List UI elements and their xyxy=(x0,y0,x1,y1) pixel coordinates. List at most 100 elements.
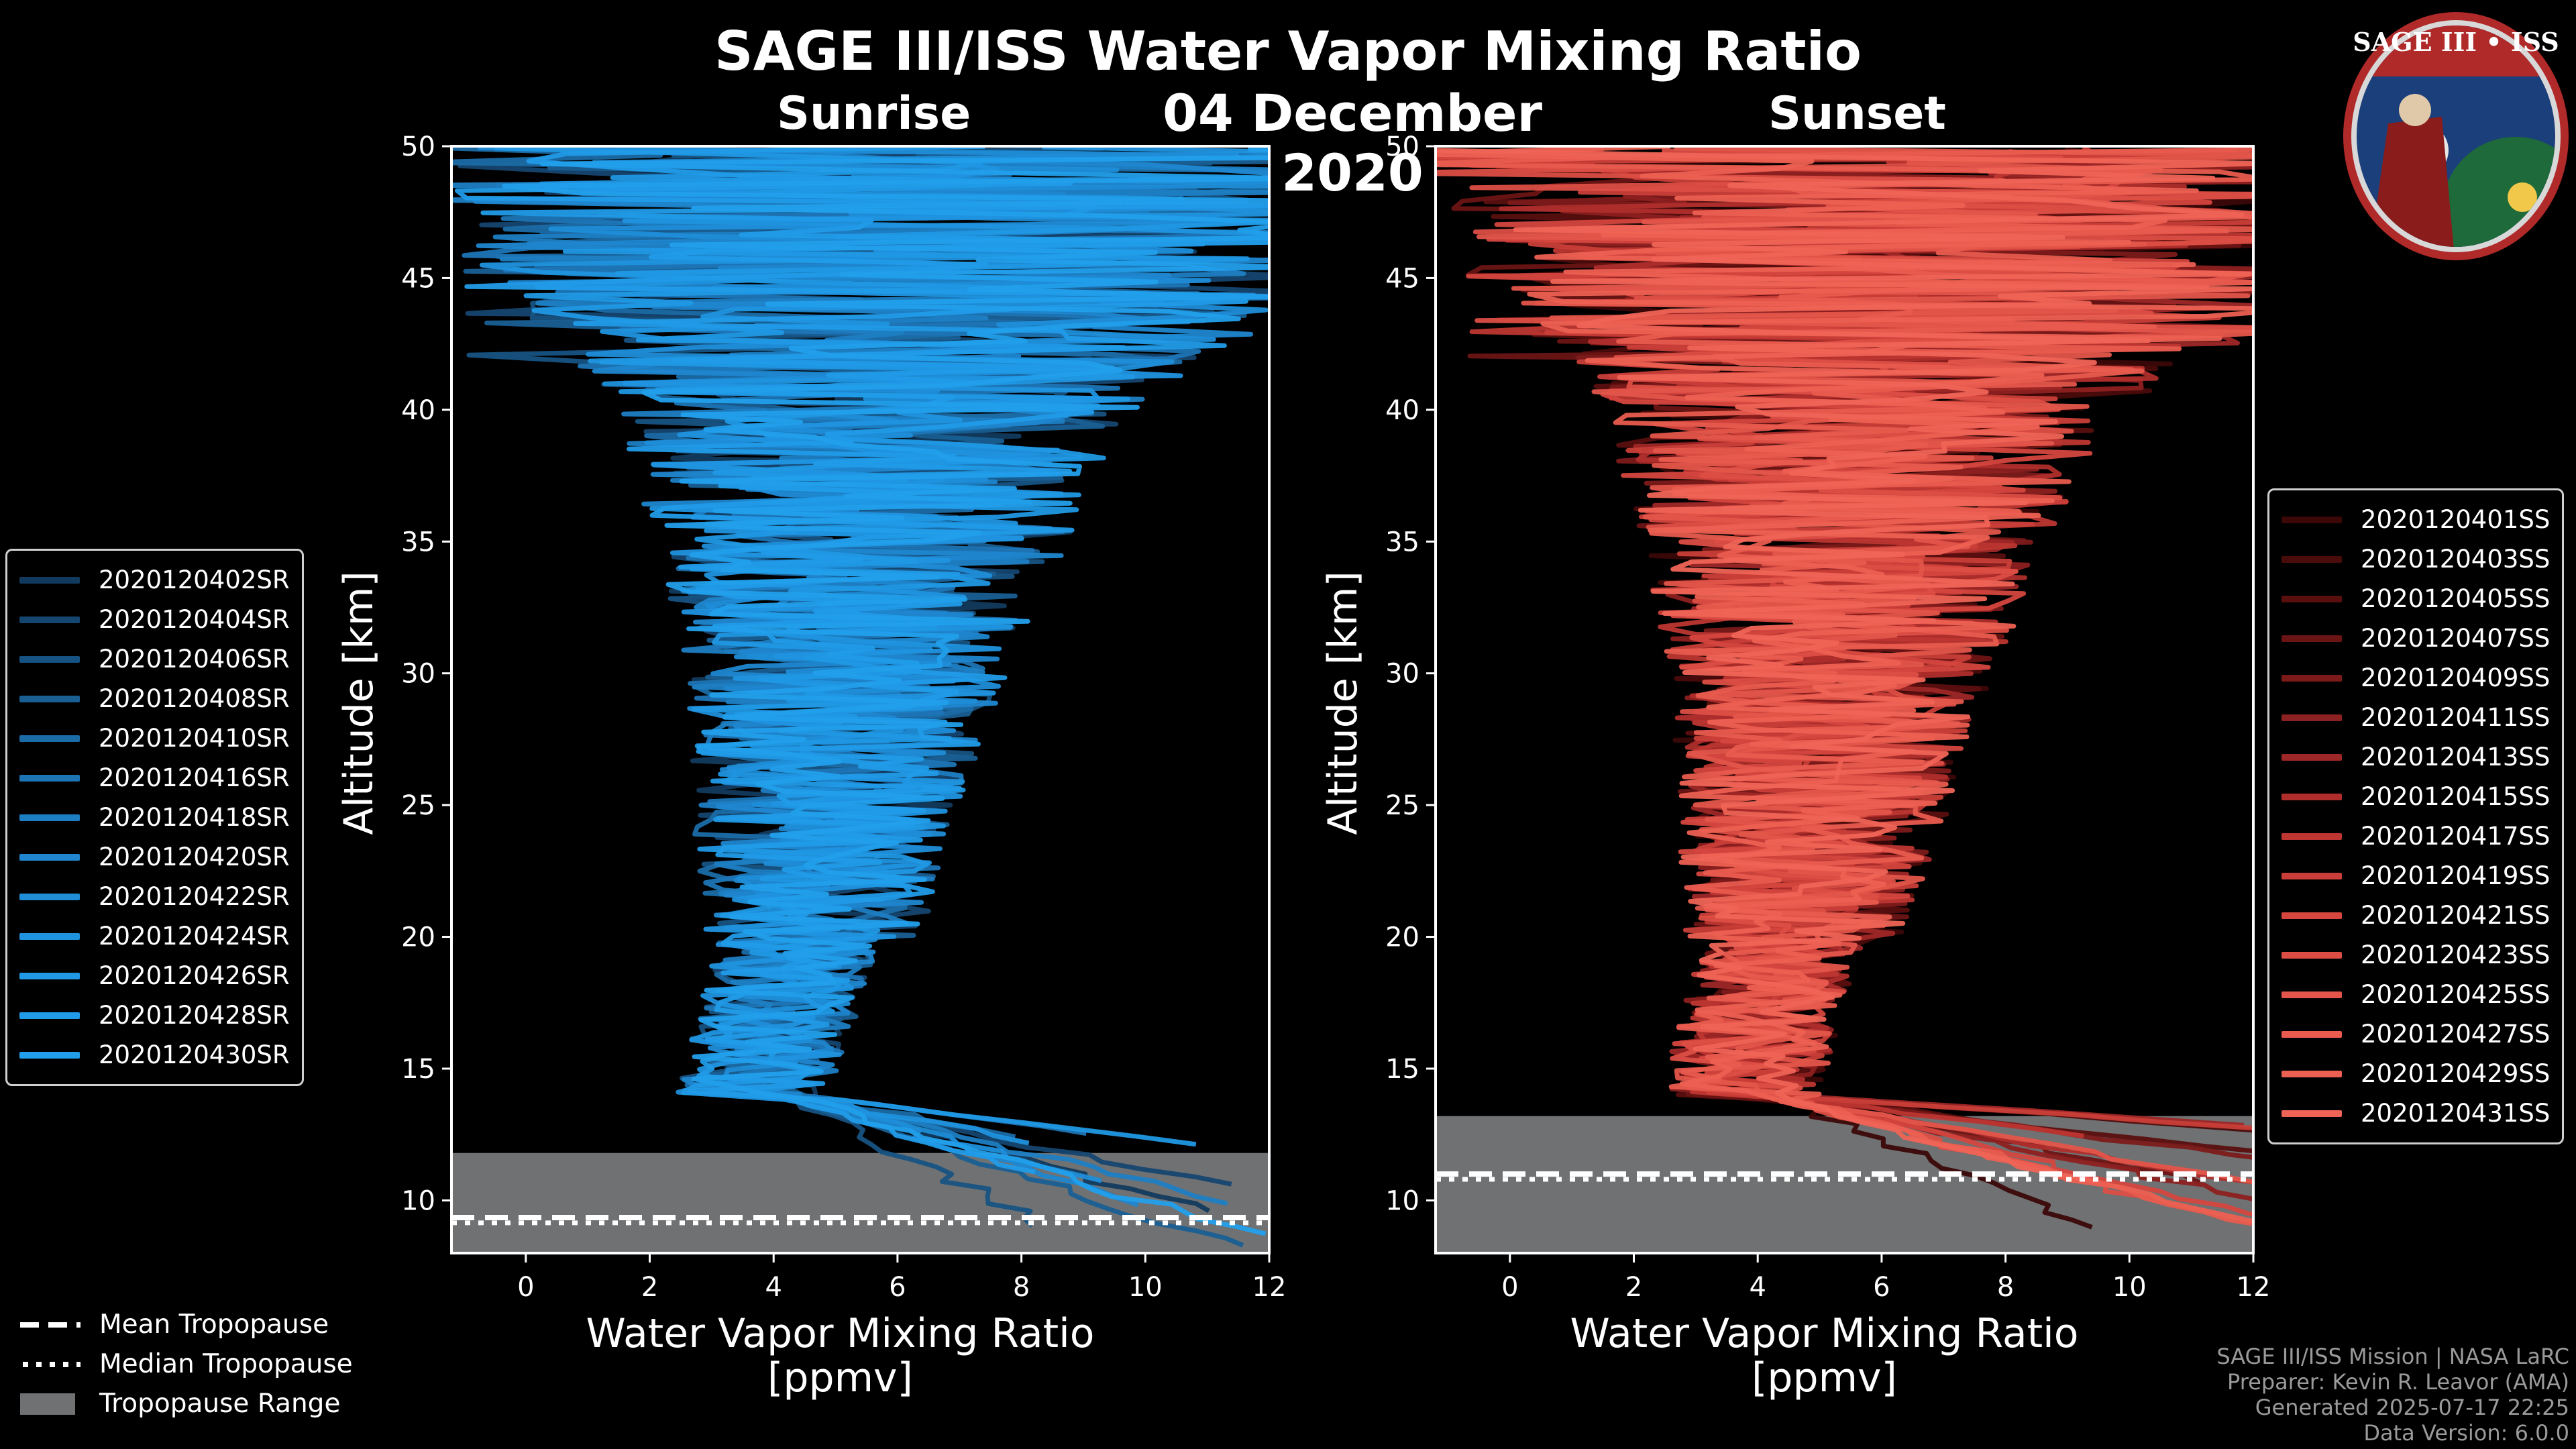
x-axis-label: [ppmv] xyxy=(767,1354,913,1401)
legend-entry: 2020120426SR xyxy=(19,956,290,996)
y-tick-label: 15 xyxy=(401,1054,435,1085)
legend-entry: 2020120406SR xyxy=(19,639,290,679)
legend-swatch xyxy=(2282,1030,2342,1038)
x-tick-label: 10 xyxy=(1128,1272,1163,1303)
legend-swatch xyxy=(2282,1070,2342,1077)
legend-label: 2020120401SS xyxy=(2361,505,2551,534)
legend-label: 2020120419SS xyxy=(2361,861,2551,890)
legend-entry: 2020120417SS xyxy=(2282,816,2550,856)
y-axis-label: Altitude [km] xyxy=(1320,571,1366,835)
legend-label: 2020120421SS xyxy=(2361,901,2551,930)
legend-label: 2020120405SS xyxy=(2361,584,2551,613)
legend-label: 2020120423SS xyxy=(2361,941,2551,969)
legend-label: 2020120422SR xyxy=(99,882,290,911)
sunrise-legend: 2020120402SR 2020120404SR 2020120406SR 2020… xyxy=(5,549,304,1086)
x-tick-label: 2 xyxy=(641,1272,658,1303)
sunrise-subtitle: Sunrise xyxy=(777,87,971,140)
y-tick-label: 50 xyxy=(1385,131,1419,162)
legend-swatch xyxy=(2282,912,2342,919)
y-tick-label: 45 xyxy=(1385,263,1419,294)
dotted-line-swatch xyxy=(23,1361,80,1367)
y-tick-label: 35 xyxy=(1385,527,1419,557)
legend-label: 2020120404SR xyxy=(99,605,290,634)
legend-swatch xyxy=(2282,872,2342,879)
y-tick-label: 10 xyxy=(401,1185,435,1216)
chart-title: SAGE III/ISS Water Vapor Mixing Ratio xyxy=(714,20,1862,83)
legend-swatch xyxy=(19,932,80,940)
x-tick-label: 4 xyxy=(765,1272,782,1303)
legend-entry: 2020120430SR xyxy=(19,1035,290,1075)
profile-2020120428SR xyxy=(454,146,1269,1175)
logo-text: SAGE III • ISS xyxy=(2353,27,2559,57)
legend-swatch xyxy=(2282,833,2342,840)
legend-label: 2020120407SS xyxy=(2361,624,2551,653)
legend-label: 2020120420SR xyxy=(99,843,290,871)
legend-swatch xyxy=(19,1051,80,1059)
legend-entry: 2020120409SS xyxy=(2282,658,2550,698)
y-axis-label: Altitude [km] xyxy=(335,571,382,835)
legend-swatch xyxy=(19,972,80,979)
legend-label: 2020120411SS xyxy=(2361,703,2551,732)
y-tick-label: 40 xyxy=(401,395,435,426)
y-tick-label: 15 xyxy=(1385,1054,1419,1085)
legend-entry: 2020120401SS xyxy=(2282,500,2550,539)
legend-label: 2020120406SR xyxy=(99,645,290,674)
legend-swatch xyxy=(2282,516,2342,523)
legend-label: 2020120427SS xyxy=(2361,1020,2551,1049)
legend-swatch xyxy=(2282,991,2342,998)
legend-swatch xyxy=(2282,674,2342,682)
credit-mission: SAGE III/ISS Mission | NASA LaRC xyxy=(2216,1344,2569,1369)
x-tick-label: 12 xyxy=(2237,1272,2271,1303)
sunrise-axes-frame xyxy=(450,145,1271,1254)
mean-tropopause-entry: Mean Tropopause xyxy=(20,1305,353,1344)
x-tick-label: 0 xyxy=(517,1272,534,1303)
legend-swatch xyxy=(2282,595,2342,602)
median-tropopause-entry: Median Tropopause xyxy=(20,1344,353,1384)
x-axis-label: Water Vapor Mixing Ratio xyxy=(1570,1310,2079,1357)
legend-swatch xyxy=(2282,793,2342,800)
legend-label: 2020120418SR xyxy=(99,803,290,832)
x-axis-label: Water Vapor Mixing Ratio xyxy=(586,1310,1095,1357)
tropopause-range-label: Tropopause Range xyxy=(99,1389,341,1419)
sunset-axes-frame xyxy=(1434,145,2255,1254)
y-tick-label: 35 xyxy=(401,527,435,557)
y-tick-label: 25 xyxy=(1385,790,1419,821)
x-tick-label: 8 xyxy=(1997,1272,2014,1303)
legend-entry: 2020120403SS xyxy=(2282,539,2550,579)
legend-label: 2020120424SR xyxy=(99,922,290,951)
legend-entry: 2020120415SS xyxy=(2282,777,2550,816)
legend-swatch xyxy=(19,814,80,821)
legend-swatch xyxy=(19,774,80,782)
legend-entry: 2020120408SR xyxy=(19,679,290,718)
profile-2020120422SR xyxy=(478,146,1269,1183)
legend-label: 2020120429SS xyxy=(2361,1059,2551,1088)
x-tick-label: 10 xyxy=(2112,1272,2147,1303)
legend-swatch xyxy=(2282,753,2342,761)
sunset-subtitle: Sunset xyxy=(1768,87,1946,140)
date-subtitle: 04 December 2020 xyxy=(1162,83,1543,203)
legend-label: 2020120415SS xyxy=(2361,782,2551,811)
y-tick-label: 30 xyxy=(1385,659,1419,690)
profile-2020120430SR xyxy=(502,146,1269,1236)
legend-swatch xyxy=(2282,951,2342,959)
legend-entry: 2020120431SS xyxy=(2282,1093,2550,1133)
legend-label: 2020120426SR xyxy=(99,961,290,990)
y-tick-label: 20 xyxy=(401,922,435,953)
legend-swatch xyxy=(2282,555,2342,563)
x-tick-label: 8 xyxy=(1013,1272,1030,1303)
legend-swatch xyxy=(2282,1110,2342,1117)
credit-preparer: Preparer: Kevin R. Leavor (AMA) xyxy=(2226,1369,2569,1395)
y-tick-label: 50 xyxy=(401,131,435,162)
profile-2020120429SS xyxy=(1436,146,2253,1224)
legend-entry: 2020120422SR xyxy=(19,877,290,916)
legend-entry: 2020120427SS xyxy=(2282,1014,2550,1054)
legend-label: 2020120409SS xyxy=(2361,663,2551,692)
legend-swatch xyxy=(19,655,80,663)
legend-label: 2020120431SS xyxy=(2361,1099,2551,1128)
x-tick-label: 0 xyxy=(1501,1272,1518,1303)
x-tick-label: 4 xyxy=(1749,1272,1766,1303)
x-tick-label: 6 xyxy=(889,1272,906,1303)
legend-swatch xyxy=(19,893,80,900)
legend-label: 2020120416SR xyxy=(99,763,290,792)
legend-entry: 2020120429SS xyxy=(2282,1054,2550,1093)
